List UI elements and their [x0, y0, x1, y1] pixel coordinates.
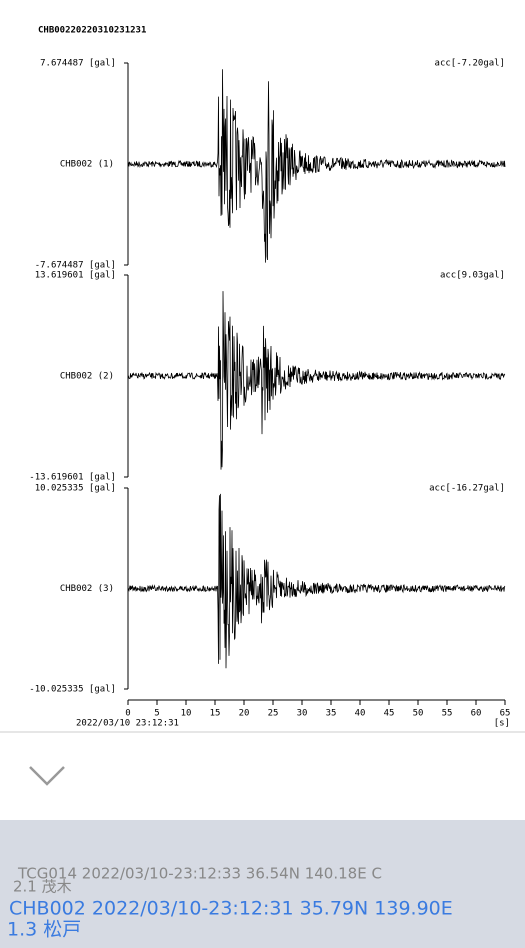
- viewer: [0, 0, 525, 732]
- channel-label: CHB002 (2): [60, 372, 114, 382]
- collapse-chevron[interactable]: [29, 766, 65, 786]
- x-tick-label: 65: [500, 709, 511, 719]
- x-unit: [s]: [494, 719, 510, 729]
- y-max-label: 10.025335 [gal]: [35, 484, 116, 494]
- event-row[interactable]: CHB002 2022/03/10-23:12:31 35.79N 139.90…: [9, 898, 453, 920]
- x-tick-label: 30: [297, 709, 308, 719]
- acc-label: acc[9.03gal]: [440, 271, 505, 281]
- waveform: [127, 69, 506, 263]
- event-row[interactable]: TCG014 2022/03/10-23:12:33 36.54N 140.18…: [17, 865, 382, 883]
- event-row[interactable]: 1.3 松戸: [7, 919, 81, 941]
- x-tick-label: 50: [413, 709, 424, 719]
- channel-label: CHB002 (1): [60, 160, 114, 170]
- x-tick-label: 60: [471, 709, 482, 719]
- y-min-label: -13.619601 [gal]: [29, 473, 116, 483]
- x-tick-label: 15: [210, 709, 221, 719]
- x-tick-label: 10: [181, 709, 192, 719]
- event-row[interactable]: 2.1 茂木: [13, 878, 72, 896]
- x-tick-label: 55: [442, 709, 453, 719]
- channel-label: CHB002 (3): [60, 584, 114, 594]
- x-tick-label: 40: [355, 709, 366, 719]
- acc-label: acc[-16.27gal]: [429, 484, 505, 494]
- y-max-label: 7.674487 [gal]: [40, 59, 116, 69]
- start-time: 2022/03/10 23:12:31: [76, 719, 179, 729]
- acc-label: acc[-7.20gal]: [435, 59, 505, 69]
- event-list: [0, 820, 525, 948]
- x-tick-label: 0: [125, 709, 130, 719]
- x-tick-label: 5: [154, 709, 159, 719]
- waveform: [127, 291, 506, 470]
- y-min-label: -7.674487 [gal]: [35, 261, 116, 271]
- x-tick-label: 25: [268, 709, 279, 719]
- record-title: CHB00220220310231231: [38, 26, 146, 36]
- y-max-label: 13.619601 [gal]: [35, 271, 116, 281]
- waveform: [127, 493, 506, 669]
- y-min-label: -10.025335 [gal]: [29, 685, 116, 695]
- x-tick-label: 20: [239, 709, 250, 719]
- x-tick-label: 35: [326, 709, 337, 719]
- x-tick-label: 45: [384, 709, 395, 719]
